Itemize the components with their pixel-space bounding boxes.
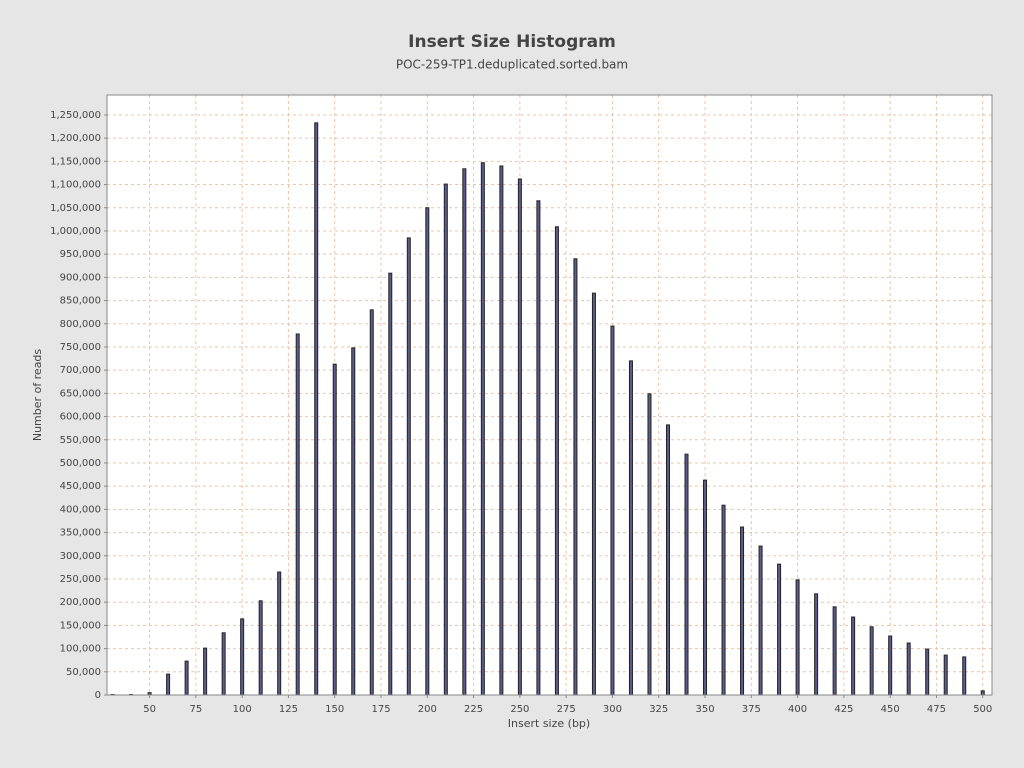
y-tick-label: 50,000: [66, 667, 101, 678]
y-tick-label: 250,000: [60, 574, 101, 585]
bar: [851, 616, 856, 696]
y-tick-label: 1,150,000: [50, 156, 101, 167]
bar: [684, 453, 689, 696]
y-tick-label: 1,250,000: [50, 110, 101, 121]
y-tick-label: 150,000: [60, 620, 101, 631]
bar: [332, 363, 337, 696]
x-tick-label: 450: [881, 704, 900, 715]
x-tick-label: 325: [649, 704, 668, 715]
y-tick-label: 100,000: [60, 644, 101, 655]
y-tick-label: 400,000: [60, 504, 101, 515]
x-tick-label: 275: [557, 704, 576, 715]
y-tick-label: 600,000: [60, 412, 101, 423]
y-tick-label: 1,200,000: [50, 133, 101, 144]
x-tick-label: 250: [510, 704, 529, 715]
bar: [962, 656, 967, 696]
x-tick-label: 475: [927, 704, 946, 715]
bar: [740, 526, 745, 696]
bar: [240, 618, 245, 696]
chart-subtitle: POC-259-TP1.deduplicated.sorted.bam: [396, 58, 628, 72]
y-tick-label: 0: [95, 690, 101, 701]
y-tick-label: 500,000: [60, 458, 101, 469]
x-tick-label: 375: [742, 704, 761, 715]
bar: [814, 593, 819, 696]
bar: [369, 309, 374, 696]
y-tick-label: 700,000: [60, 365, 101, 376]
x-axis-label: Insert size (bp): [508, 717, 590, 730]
bar: [573, 258, 578, 696]
bar: [425, 207, 430, 696]
bar: [314, 122, 319, 696]
bar: [758, 545, 763, 696]
bar: [554, 226, 559, 696]
plot-border: [106, 94, 993, 696]
bar: [443, 183, 448, 696]
bar: [888, 635, 893, 696]
bar: [536, 200, 541, 696]
y-tick-label: 350,000: [60, 528, 101, 539]
bar: [647, 393, 652, 696]
x-tick-label: 175: [371, 704, 390, 715]
x-tick-label: 150: [325, 704, 344, 715]
y-tick-label: 1,000,000: [50, 226, 101, 237]
bar: [980, 690, 985, 696]
bar: [943, 654, 948, 696]
y-tick-label: 1,100,000: [50, 180, 101, 191]
bar: [721, 504, 726, 696]
x-tick-label: 200: [418, 704, 437, 715]
y-tick-label: 800,000: [60, 319, 101, 330]
bar: [925, 648, 930, 696]
bar: [795, 579, 800, 696]
bar: [406, 237, 411, 696]
bar: [832, 606, 837, 696]
chart-title: Insert Size Histogram: [408, 32, 616, 52]
x-tick-label: 100: [233, 704, 252, 715]
x-tick-label: 125: [279, 704, 298, 715]
y-tick-label: 1,050,000: [50, 203, 101, 214]
bar: [351, 347, 356, 696]
y-tick-label: 200,000: [60, 597, 101, 608]
x-tick-label: 500: [973, 704, 992, 715]
x-tick-label: 400: [788, 704, 807, 715]
y-tick-label: 300,000: [60, 551, 101, 562]
bar: [517, 178, 522, 696]
bar: [258, 600, 263, 696]
bar: [462, 168, 467, 696]
y-axis-label: Number of reads: [31, 349, 44, 442]
y-tick-label: 650,000: [60, 388, 101, 399]
y-tick-label: 900,000: [60, 272, 101, 283]
bar: [628, 360, 633, 696]
bar: [869, 626, 874, 696]
bar: [277, 571, 282, 696]
y-tick-label: 850,000: [60, 296, 101, 307]
x-tick-label: 350: [695, 704, 714, 715]
y-tick-label: 750,000: [60, 342, 101, 353]
bar: [203, 647, 208, 696]
x-tick-label: 75: [190, 704, 203, 715]
bar: [480, 162, 485, 696]
bar: [184, 660, 189, 696]
y-tick-label: 450,000: [60, 481, 101, 492]
x-tick-label: 50: [143, 704, 156, 715]
bar: [388, 272, 393, 696]
plot-area: [107, 95, 992, 695]
bar: [166, 673, 171, 696]
x-tick-label: 425: [834, 704, 853, 715]
bar: [703, 479, 708, 696]
bar: [591, 292, 596, 696]
bar: [665, 424, 670, 696]
bar: [295, 333, 300, 696]
bar: [499, 165, 504, 696]
y-tick-label: 550,000: [60, 435, 101, 446]
bar: [610, 325, 615, 696]
y-tick-label: 950,000: [60, 249, 101, 260]
x-tick-label: 300: [603, 704, 622, 715]
bar: [777, 563, 782, 696]
bar: [221, 632, 226, 696]
x-tick-label: 225: [464, 704, 483, 715]
bar: [906, 642, 911, 696]
